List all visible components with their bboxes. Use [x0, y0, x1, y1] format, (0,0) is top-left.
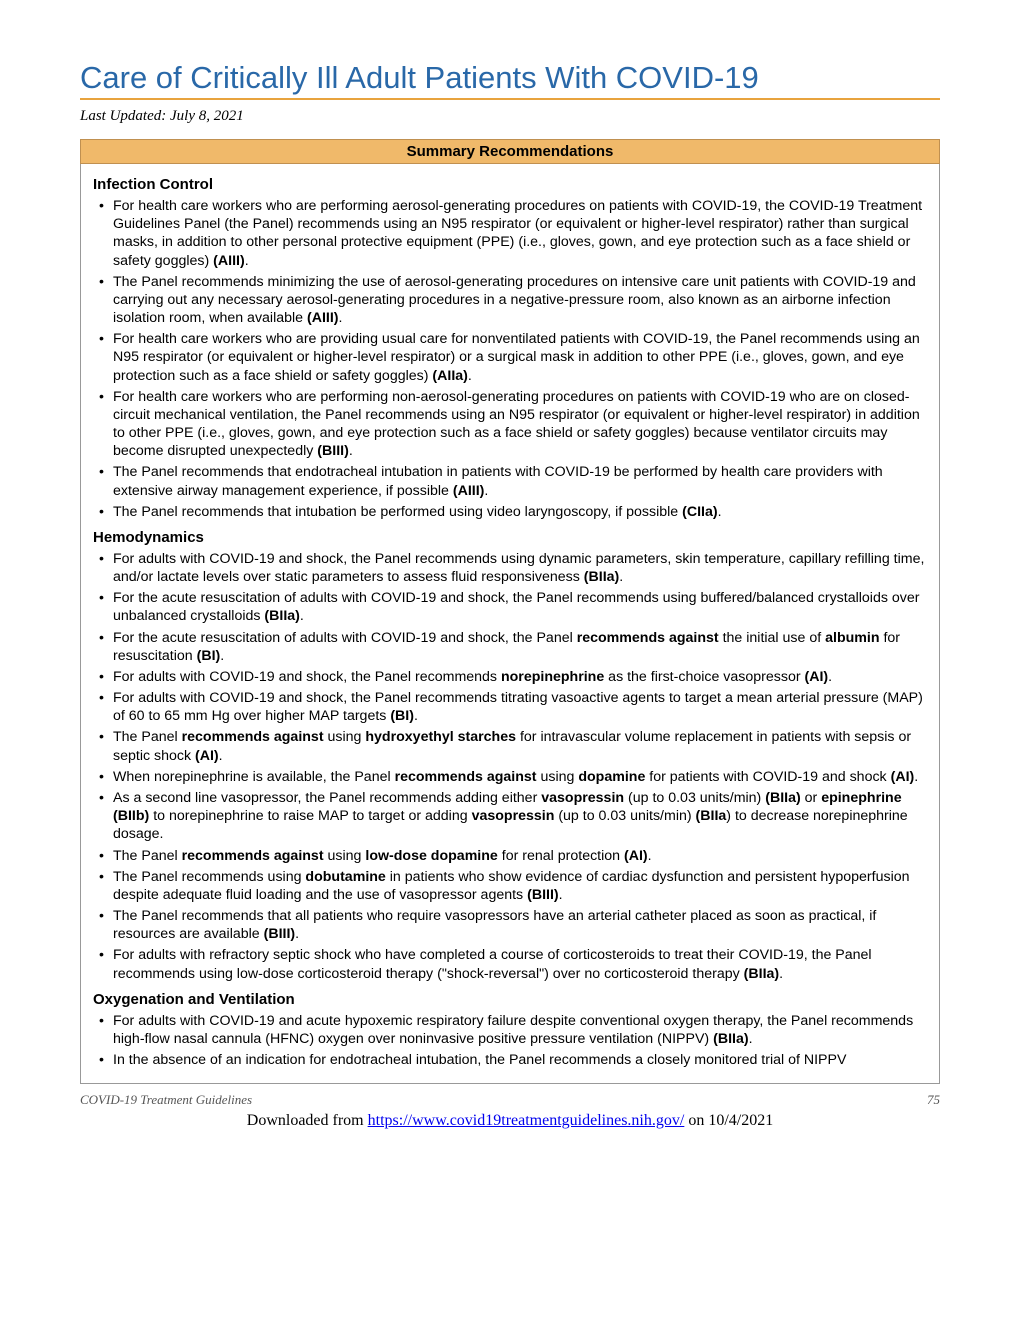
last-updated: Last Updated: July 8, 2021	[80, 108, 940, 125]
list-item: The Panel recommends that intubation be …	[99, 503, 927, 521]
list-item: The Panel recommends against using hydro…	[99, 728, 927, 764]
list-item: The Panel recommends minimizing the use …	[99, 273, 927, 328]
bullet-list: For adults with COVID-19 and shock, the …	[93, 550, 927, 983]
list-item: The Panel recommends against using low-d…	[99, 847, 927, 865]
page-title: Care of Critically Ill Adult Patients Wi…	[80, 60, 940, 100]
list-item: For the acute resuscitation of adults wi…	[99, 629, 927, 665]
list-item: When norepinephrine is available, the Pa…	[99, 768, 927, 786]
list-item: For adults with COVID-19 and shock, the …	[99, 550, 927, 586]
list-item: The Panel recommends that endotracheal i…	[99, 463, 927, 499]
download-prefix: Downloaded from	[247, 1112, 368, 1129]
summary-content: Infection Control For health care workers…	[80, 164, 940, 1084]
section-heading: Infection Control	[93, 176, 927, 193]
list-item: The Panel recommends that all patients w…	[99, 907, 927, 943]
bullet-list: For health care workers who are performi…	[93, 197, 927, 521]
list-item: For health care workers who are providin…	[99, 330, 927, 385]
list-item: In the absence of an indication for endo…	[99, 1051, 927, 1069]
list-item: For health care workers who are performi…	[99, 388, 927, 461]
section-heading: Hemodynamics	[93, 529, 927, 546]
footer-left: COVID-19 Treatment Guidelines	[80, 1092, 252, 1108]
list-item: For adults with COVID-19 and acute hypox…	[99, 1012, 927, 1048]
page-footer: COVID-19 Treatment Guidelines 75	[80, 1092, 940, 1108]
list-item: For adults with refractory septic shock …	[99, 946, 927, 982]
list-item: The Panel recommends using dobutamine in…	[99, 868, 927, 904]
list-item: For adults with COVID-19 and shock, the …	[99, 689, 927, 725]
download-suffix: on 10/4/2021	[684, 1112, 773, 1129]
list-item: As a second line vasopressor, the Panel …	[99, 789, 927, 844]
list-item: For the acute resuscitation of adults wi…	[99, 589, 927, 625]
section-heading: Oxygenation and Ventilation	[93, 991, 927, 1008]
summary-header: Summary Recommendations	[80, 139, 940, 164]
footer-page-number: 75	[927, 1092, 940, 1108]
download-line: Downloaded from https://www.covid19treat…	[80, 1112, 940, 1130]
download-link[interactable]: https://www.covid19treatmentguidelines.n…	[368, 1112, 685, 1129]
list-item: For health care workers who are performi…	[99, 197, 927, 270]
document-page: Care of Critically Ill Adult Patients Wi…	[0, 0, 1020, 1150]
list-item: For adults with COVID-19 and shock, the …	[99, 668, 927, 686]
bullet-list: For adults with COVID-19 and acute hypox…	[93, 1012, 927, 1070]
